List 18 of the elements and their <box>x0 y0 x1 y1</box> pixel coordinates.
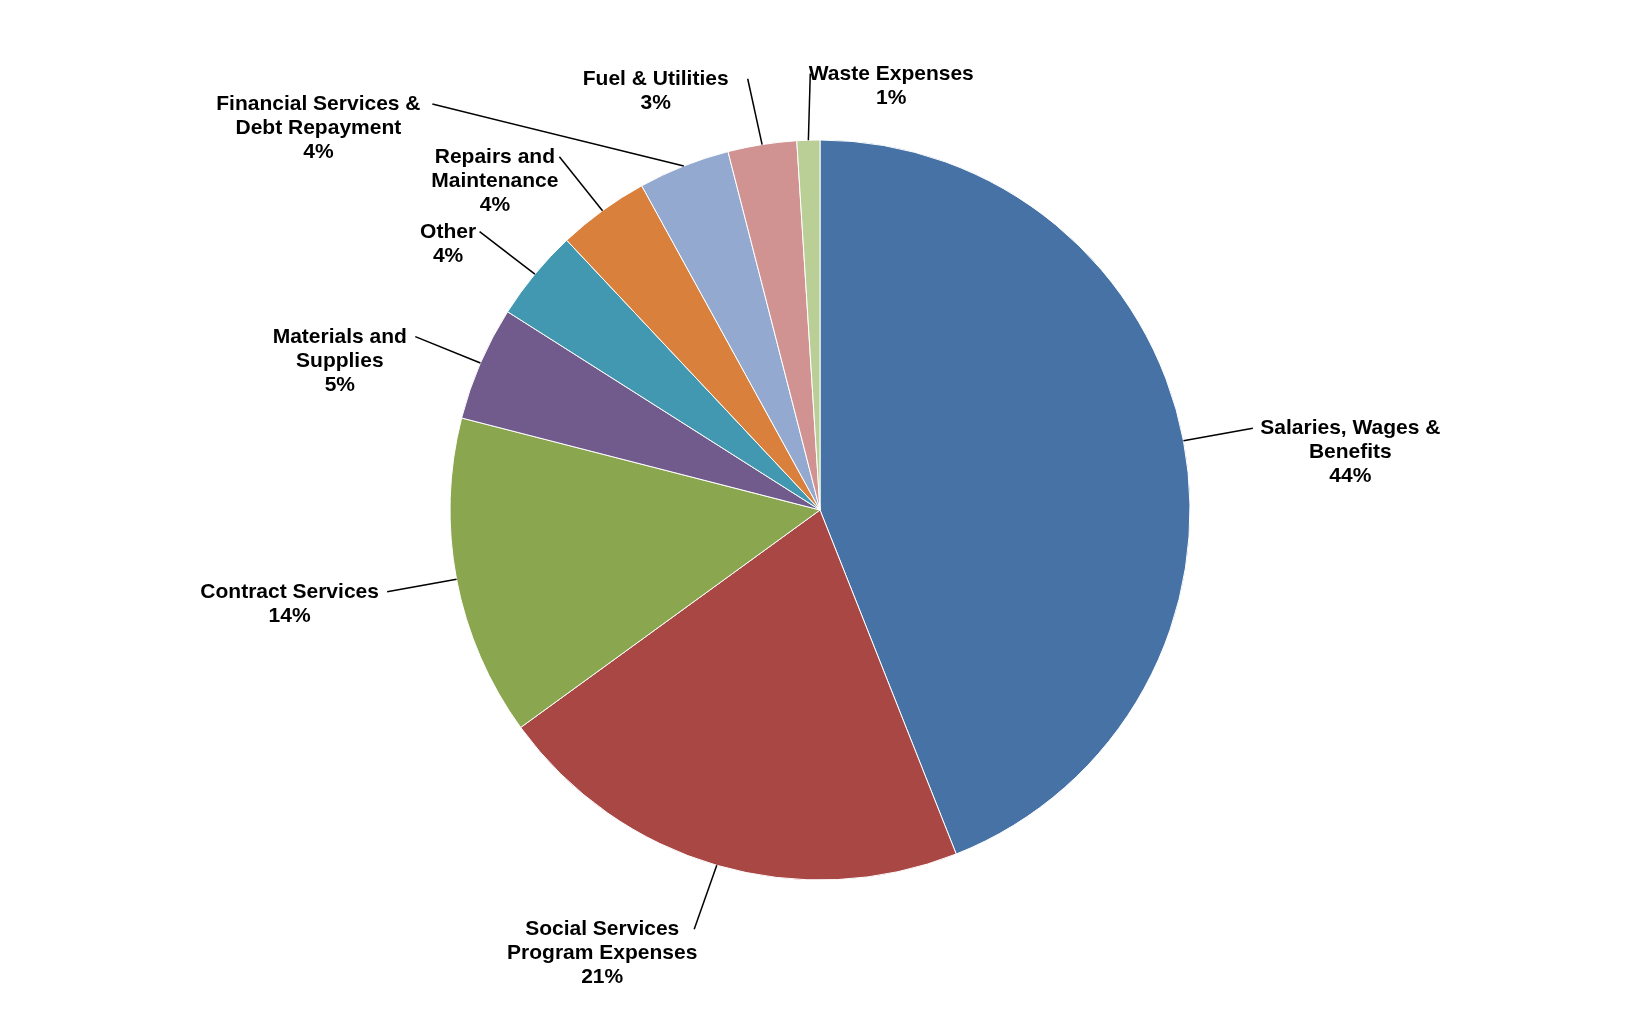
slice-label: Materials and Supplies <box>272 323 407 371</box>
slice-label: Repairs and Maintenance <box>431 143 559 191</box>
slice-label: Waste Expenses <box>808 60 974 84</box>
slice-label: Financial Services & Debt Repayment <box>216 91 421 139</box>
data-label: 4% <box>303 139 334 163</box>
data-label: 3% <box>640 89 672 113</box>
data-label: 21% <box>581 964 624 988</box>
slice-label: Fuel & Utilities <box>582 65 729 89</box>
slice-label: Social Services Program Expenses <box>507 916 698 964</box>
slice-label: Other <box>420 218 477 242</box>
slice-label: Contract Services <box>200 578 379 602</box>
data-label: 14% <box>268 602 311 626</box>
slice-label: Salaries, Wages & Benefits <box>1260 415 1441 463</box>
data-label: 44% <box>1329 463 1372 487</box>
data-label: 4% <box>479 191 511 215</box>
data-label: 5% <box>324 371 356 395</box>
data-label: 1% <box>876 84 907 108</box>
data-label: 4% <box>432 242 464 266</box>
